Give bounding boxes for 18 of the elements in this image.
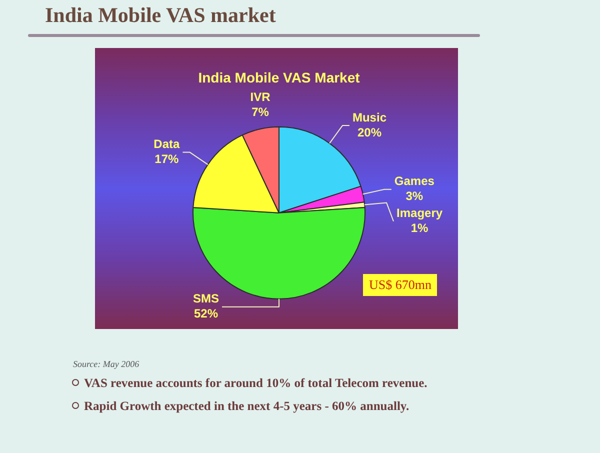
text: VAS revenue accounts for around 10% of total Telecom revenue. bbox=[84, 376, 428, 390]
slice-label: SMS bbox=[192, 292, 220, 306]
text: US$ 670mn bbox=[363, 274, 438, 296]
data-label: 17% bbox=[154, 152, 179, 166]
data-label: 3% bbox=[406, 189, 424, 204]
data-label: 52% bbox=[194, 306, 218, 321]
data-label: 7% bbox=[252, 104, 270, 119]
data-label: 1% bbox=[410, 221, 429, 236]
slice-label: Imagery bbox=[396, 206, 443, 220]
source-note: Source: May 2006 bbox=[73, 359, 140, 369]
text: Rapid Growth expected in the next 4-5 years - 60% annually. bbox=[84, 399, 410, 413]
slice-label: Data bbox=[154, 137, 180, 152]
chart-title: India Mobile VAS market bbox=[45, 3, 276, 28]
slice-label: Games bbox=[394, 174, 435, 188]
slice-label: IVR bbox=[250, 90, 271, 104]
chart-subtitle: India Mobile VAS Market bbox=[198, 69, 360, 86]
slice-label: Music bbox=[352, 110, 387, 124]
data-label: 20% bbox=[357, 125, 382, 140]
